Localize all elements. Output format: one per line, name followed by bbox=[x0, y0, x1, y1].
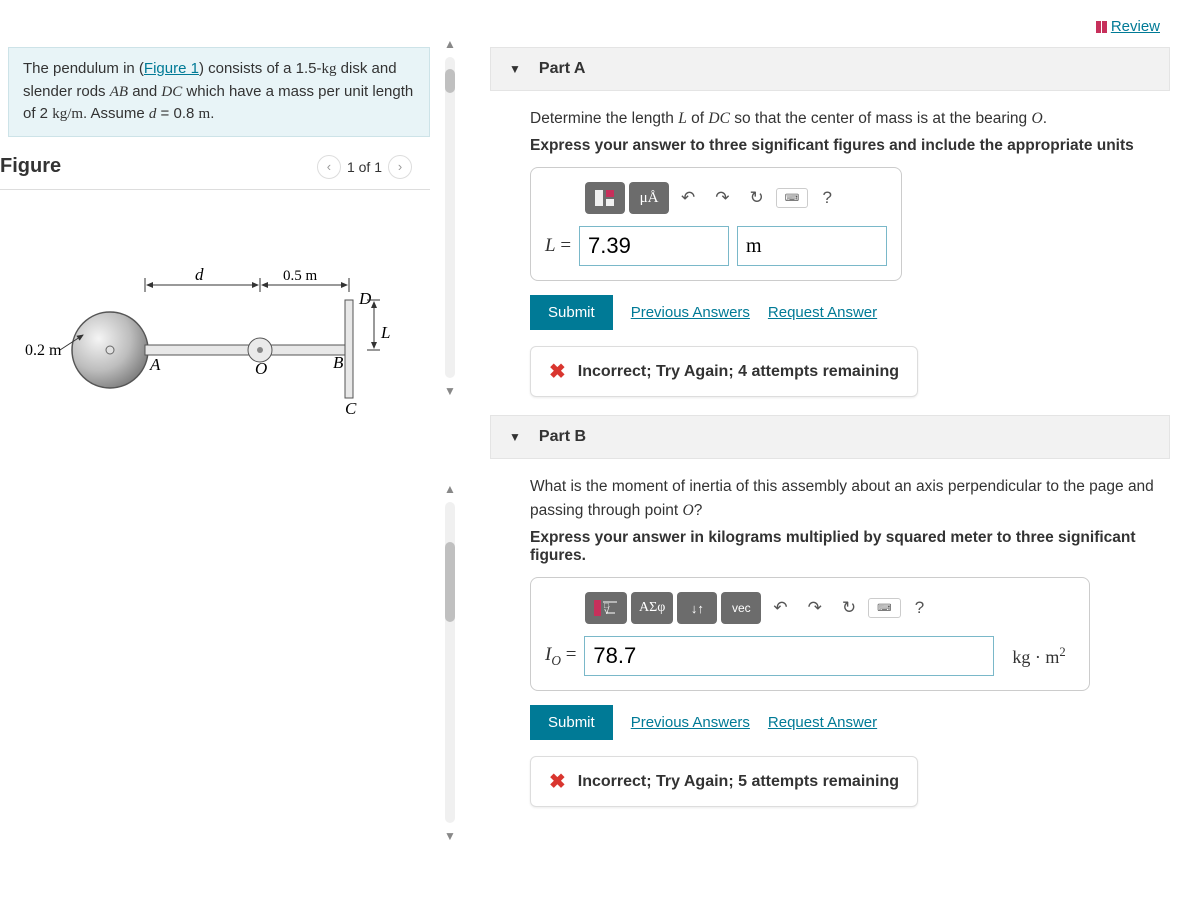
vec-button[interactable]: vec bbox=[721, 592, 761, 624]
part-b-title: Part B bbox=[539, 428, 586, 446]
problem-statement: The pendulum in (Figure 1) consists of a… bbox=[8, 47, 430, 137]
figure-title: Figure bbox=[0, 155, 61, 178]
undo-button[interactable]: ↶ bbox=[765, 592, 795, 624]
units-button[interactable]: μÅ bbox=[629, 182, 669, 214]
part-b-header[interactable]: ▼ Part B bbox=[490, 415, 1170, 459]
svg-text:d: d bbox=[195, 265, 204, 284]
subscript-button[interactable]: ↓↑ bbox=[677, 592, 717, 624]
svg-text:O: O bbox=[255, 359, 267, 378]
next-figure-button[interactable]: › bbox=[388, 155, 412, 179]
svg-text:□: □ bbox=[604, 601, 609, 610]
review-label: Review bbox=[1111, 18, 1160, 35]
figure-link[interactable]: Figure 1 bbox=[144, 60, 199, 77]
keyboard-button[interactable]: ⌨ bbox=[776, 188, 808, 208]
part-b-feedback: ✖ Incorrect; Try Again; 5 attempts remai… bbox=[530, 756, 918, 807]
scroll-down-icon-2[interactable]: ▼ bbox=[442, 827, 458, 845]
part-a-value-input[interactable] bbox=[579, 226, 729, 266]
scroll-up-icon[interactable]: ▲ bbox=[442, 35, 458, 53]
greek-button[interactable]: ΑΣφ bbox=[631, 592, 673, 624]
help-button[interactable]: ? bbox=[812, 182, 842, 214]
scrollbar-upper[interactable] bbox=[445, 57, 455, 378]
svg-text:0.2 m: 0.2 m bbox=[25, 342, 62, 359]
part-a-previous-answers-link[interactable]: Previous Answers bbox=[631, 304, 750, 321]
figure-image: A O B D C 0.2 m d 0.5 m bbox=[0, 200, 430, 460]
part-b-instructions: Express your answer in kilograms multipl… bbox=[530, 529, 1170, 565]
keyboard-button[interactable]: ⌨ bbox=[868, 598, 900, 618]
redo-button[interactable]: ↷ bbox=[707, 182, 737, 214]
svg-text:C: C bbox=[345, 399, 357, 418]
pager-text: 1 of 1 bbox=[347, 159, 382, 175]
redo-button[interactable]: ↷ bbox=[800, 592, 830, 624]
part-a-feedback-text: Incorrect; Try Again; 4 attempts remaini… bbox=[578, 363, 899, 381]
part-b-answer-box: □√ ΑΣφ ↓↑ vec ↶ ↷ ↻ ⌨ ? IO = bbox=[530, 577, 1090, 691]
part-a-unit-input[interactable] bbox=[737, 226, 887, 266]
scroll-down-icon[interactable]: ▼ bbox=[442, 382, 458, 400]
caret-down-icon: ▼ bbox=[509, 430, 521, 444]
part-b-previous-answers-link[interactable]: Previous Answers bbox=[631, 714, 750, 731]
part-b-feedback-text: Incorrect; Try Again; 5 attempts remaini… bbox=[578, 773, 899, 791]
reset-button[interactable]: ↻ bbox=[742, 182, 772, 214]
part-a-feedback: ✖ Incorrect; Try Again; 4 attempts remai… bbox=[530, 346, 918, 397]
part-a-answer-box: μÅ ↶ ↷ ↻ ⌨ ? L = bbox=[530, 167, 902, 281]
part-a-submit-button[interactable]: Submit bbox=[530, 295, 613, 330]
templates-button[interactable]: □√ bbox=[585, 592, 627, 624]
part-a-header[interactable]: ▼ Part A bbox=[490, 47, 1170, 91]
prev-figure-button[interactable]: ‹ bbox=[317, 155, 341, 179]
part-a-instructions: Express your answer to three significant… bbox=[530, 137, 1170, 155]
incorrect-icon: ✖ bbox=[549, 769, 566, 794]
part-b-var-label: IO = bbox=[545, 644, 576, 669]
svg-text:B: B bbox=[333, 353, 344, 372]
part-b-unit-label: kg · m2 bbox=[1012, 645, 1065, 668]
figure-pager: ‹ 1 of 1 › bbox=[317, 155, 412, 179]
part-a-prompt: Determine the length L of DC so that the… bbox=[530, 107, 1170, 131]
svg-text:√: √ bbox=[604, 605, 610, 617]
scroll-up-icon-2[interactable]: ▲ bbox=[442, 480, 458, 498]
part-b-value-input[interactable] bbox=[584, 636, 994, 676]
caret-down-icon: ▼ bbox=[509, 62, 521, 76]
part-a-var-label: L = bbox=[545, 235, 571, 257]
templates-button[interactable] bbox=[585, 182, 625, 214]
svg-text:L: L bbox=[380, 323, 390, 342]
reset-button[interactable]: ↻ bbox=[834, 592, 864, 624]
help-button[interactable]: ? bbox=[905, 592, 935, 624]
part-b-submit-button[interactable]: Submit bbox=[530, 705, 613, 740]
part-a-title: Part A bbox=[539, 60, 586, 78]
svg-text:0.5 m: 0.5 m bbox=[283, 268, 318, 284]
part-a-request-answer-link[interactable]: Request Answer bbox=[768, 304, 877, 321]
incorrect-icon: ✖ bbox=[549, 359, 566, 384]
svg-text:A: A bbox=[149, 355, 161, 374]
book-icon bbox=[1096, 21, 1107, 33]
scrollbar-lower[interactable] bbox=[445, 502, 455, 823]
svg-text:D: D bbox=[358, 289, 372, 308]
part-b-prompt: What is the moment of inertia of this as… bbox=[530, 475, 1170, 523]
review-link[interactable]: Review bbox=[1096, 18, 1160, 35]
undo-button[interactable]: ↶ bbox=[673, 182, 703, 214]
part-b-request-answer-link[interactable]: Request Answer bbox=[768, 714, 877, 731]
